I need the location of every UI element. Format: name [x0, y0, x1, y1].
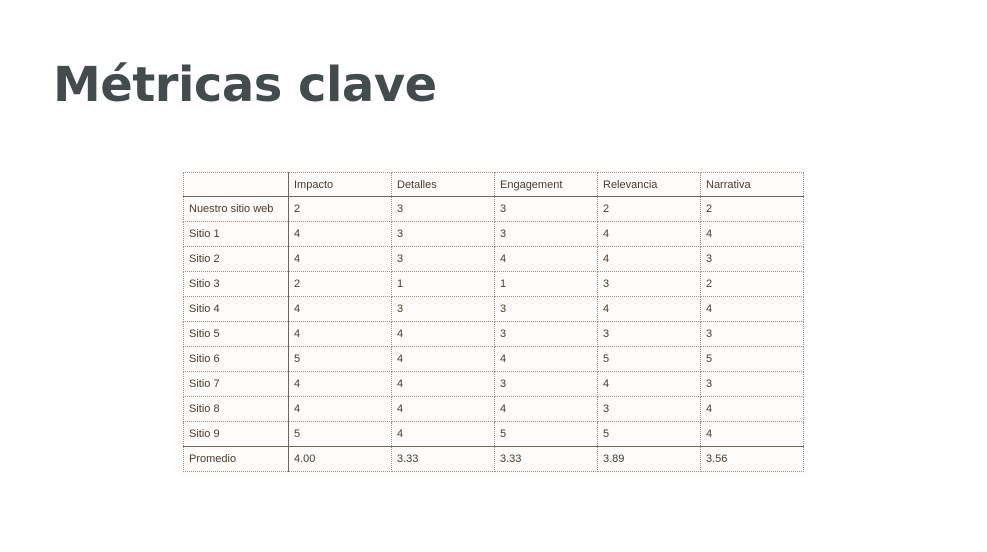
table-cell: 5 [597, 346, 701, 372]
column-header-engagement: Engagement [494, 172, 598, 197]
table-cell: 1 [494, 271, 598, 297]
table-row: Nuestro sitio web 2 3 3 2 2 [183, 196, 804, 222]
table-body: Nuestro sitio web 2 3 3 2 2 Sitio 1 4 3 3 4 4 Sitio … [183, 196, 804, 472]
table-cell: 5 [494, 421, 598, 447]
table-cell: 4 [597, 246, 701, 272]
row-label: Sitio 1 [183, 221, 289, 247]
table-cell: 4 [494, 246, 598, 272]
table-cell: 3 [597, 321, 701, 347]
table-cell: 3.33 [391, 446, 495, 472]
table-cell: 4 [597, 371, 701, 397]
table-cell: 3 [700, 321, 804, 347]
table-cell: 4 [391, 396, 495, 422]
row-label: Sitio 8 [183, 396, 289, 422]
table-cell: 4 [494, 396, 598, 422]
table-cell: 4 [288, 221, 392, 247]
row-label: Sitio 2 [183, 246, 289, 272]
table-cell: 4 [288, 296, 392, 322]
table-cell: 3 [494, 196, 598, 222]
table-cell: 4 [391, 371, 495, 397]
table-cell: 3 [494, 371, 598, 397]
table-cell: 4 [391, 346, 495, 372]
table-cell: 3 [391, 246, 495, 272]
table-cell: 4 [288, 371, 392, 397]
table-cell: 5 [597, 421, 701, 447]
table-cell: 4 [700, 296, 804, 322]
table-cell: 5 [288, 346, 392, 372]
table-cell: 4 [700, 221, 804, 247]
table-cell: 2 [597, 196, 701, 222]
table-cell: 4 [288, 396, 392, 422]
table-cell: 3 [700, 371, 804, 397]
table-cell: 4 [597, 296, 701, 322]
column-header-corner [183, 172, 289, 197]
table-cell: 2 [288, 196, 392, 222]
table-cell: 3 [391, 196, 495, 222]
table-cell: 3 [494, 296, 598, 322]
row-label: Promedio [183, 446, 289, 472]
row-label: Sitio 6 [183, 346, 289, 372]
table-cell: 4 [597, 221, 701, 247]
table-cell: 3 [391, 221, 495, 247]
table-cell: 5 [288, 421, 392, 447]
table-cell: 3 [597, 271, 701, 297]
table-cell: 3 [494, 321, 598, 347]
table-cell: 2 [288, 271, 392, 297]
metrics-table-container: Impacto Detalles Engagement Relevancia N… [180, 170, 807, 475]
table-cell: 4 [494, 346, 598, 372]
column-header-relevancia: Relevancia [597, 172, 701, 197]
table-cell: 3 [700, 246, 804, 272]
table-cell: 3.89 [597, 446, 701, 472]
table-header-row: Impacto Detalles Engagement Relevancia N… [183, 172, 804, 197]
table-cell: 3 [494, 221, 598, 247]
table-cell: 3.33 [494, 446, 598, 472]
column-header-detalles: Detalles [391, 172, 495, 197]
row-label: Sitio 3 [183, 271, 289, 297]
table-cell: 5 [700, 346, 804, 372]
table-cell: 4 [700, 421, 804, 447]
table-cell: 3 [391, 296, 495, 322]
table-cell: 4 [391, 321, 495, 347]
column-header-narrativa: Narrativa [700, 172, 804, 197]
table-cell: 2 [700, 196, 804, 222]
row-label: Sitio 5 [183, 321, 289, 347]
table-cell: 4 [700, 396, 804, 422]
column-header-impacto: Impacto [288, 172, 392, 197]
row-label: Sitio 9 [183, 421, 289, 447]
table-cell: 4 [288, 321, 392, 347]
table-cell: 4 [391, 421, 495, 447]
table-cell: 3 [597, 396, 701, 422]
table-cell: 4 [288, 246, 392, 272]
row-label: Sitio 4 [183, 296, 289, 322]
row-label: Sitio 7 [183, 371, 289, 397]
table-cell: 2 [700, 271, 804, 297]
row-label: Nuestro sitio web [183, 196, 289, 222]
average-row: Promedio 4.00 3.33 3.33 3.89 3.56 [183, 446, 804, 472]
metrics-table: Impacto Detalles Engagement Relevancia N… [183, 172, 804, 472]
table-cell: 3.56 [700, 446, 804, 472]
slide-title: Métricas clave [53, 57, 437, 113]
table-cell: 1 [391, 271, 495, 297]
table-cell: 4.00 [288, 446, 392, 472]
